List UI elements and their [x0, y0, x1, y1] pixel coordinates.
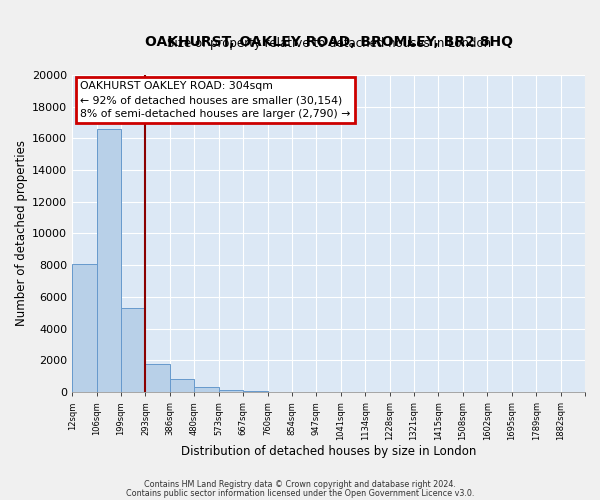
Bar	[97, 129, 121, 392]
Bar	[170, 380, 194, 392]
Text: Contains public sector information licensed under the Open Government Licence v3: Contains public sector information licen…	[126, 488, 474, 498]
Bar	[218, 390, 243, 392]
X-axis label: Distribution of detached houses by size in London: Distribution of detached houses by size …	[181, 444, 476, 458]
Text: Contains HM Land Registry data © Crown copyright and database right 2024.: Contains HM Land Registry data © Crown c…	[144, 480, 456, 489]
Y-axis label: Number of detached properties: Number of detached properties	[15, 140, 28, 326]
Bar	[72, 264, 97, 392]
Text: OAKHURST OAKLEY ROAD: 304sqm
← 92% of detached houses are smaller (30,154)
8% of: OAKHURST OAKLEY ROAD: 304sqm ← 92% of de…	[80, 81, 350, 119]
Title: Size of property relative to detached houses in London: Size of property relative to detached ho…	[167, 37, 491, 50]
Bar	[145, 364, 170, 392]
Bar	[243, 390, 268, 392]
Text: OAKHURST, OAKLEY ROAD, BROMLEY, BR2 8HQ: OAKHURST, OAKLEY ROAD, BROMLEY, BR2 8HQ	[145, 36, 512, 50]
Bar	[194, 388, 218, 392]
Bar	[121, 308, 145, 392]
